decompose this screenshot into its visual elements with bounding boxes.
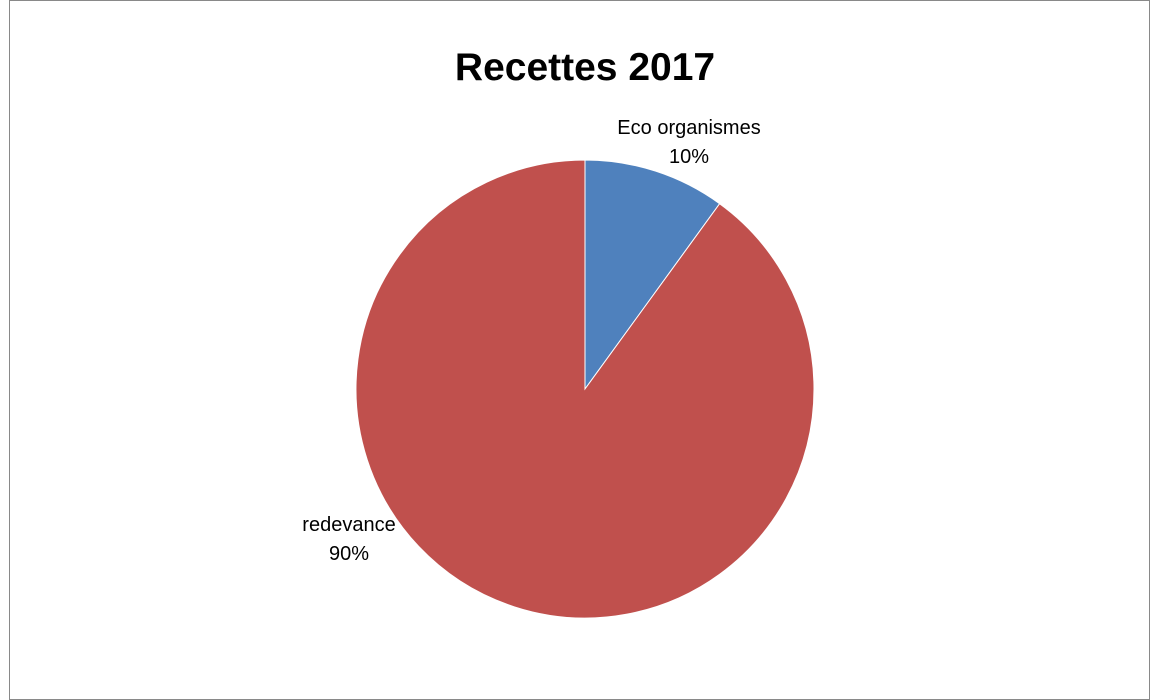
chart-title: Recettes 2017: [455, 46, 715, 89]
pie-slices: [355, 159, 815, 619]
slice-label-redevance-percent: 90%: [329, 543, 369, 565]
slice-label-redevance-name: redevance: [302, 514, 395, 536]
slice-labels: Eco organismes 10% redevance 90%: [302, 117, 760, 565]
pie-slice-eco-organismes: [584, 159, 721, 391]
pie-chart: Recettes 2017 Eco organismes 10% redevan…: [302, 46, 815, 619]
pie-slice-redevance: [355, 159, 815, 619]
slice-label-eco-organismes-percent: 10%: [669, 146, 709, 168]
slice-label-eco-organismes-name: Eco organismes: [617, 117, 760, 139]
